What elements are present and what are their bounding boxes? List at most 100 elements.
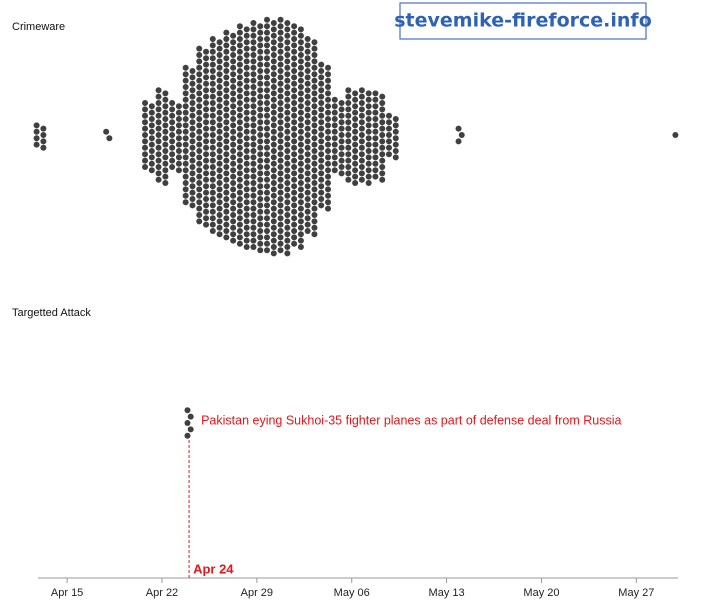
event-dot	[372, 90, 379, 97]
event-dot	[304, 68, 311, 74]
event-dot	[297, 160, 304, 167]
event-dot	[203, 93, 210, 100]
event-dot	[270, 167, 277, 174]
event-dot	[162, 96, 169, 103]
event-dot	[162, 103, 169, 110]
event-dot	[291, 144, 298, 151]
event-dot	[216, 231, 223, 238]
event-dot	[223, 144, 230, 151]
event-dot	[209, 189, 216, 196]
event-dot	[284, 64, 291, 71]
event-dot	[318, 151, 325, 158]
event-dot	[209, 202, 216, 209]
event-dot	[196, 160, 203, 167]
event-dot	[216, 116, 223, 122]
event-dot	[277, 138, 284, 145]
event-dot	[297, 205, 304, 212]
panel-label: Crimeware	[12, 21, 65, 33]
event-dot	[257, 55, 264, 62]
event-dot	[257, 80, 264, 87]
event-dot	[243, 77, 250, 84]
event-dot	[223, 80, 230, 87]
event-dot	[372, 173, 379, 180]
event-dot	[365, 116, 372, 122]
event-dot	[142, 125, 149, 132]
event-dot	[297, 231, 304, 238]
event-dot	[277, 157, 284, 164]
event-dot	[284, 250, 291, 257]
event-dot	[250, 205, 257, 212]
event-dot	[155, 164, 162, 170]
event-dot	[264, 170, 271, 177]
event-dot	[230, 122, 237, 129]
event-dot	[311, 84, 318, 90]
event-dot	[270, 199, 277, 206]
event-dot	[257, 234, 264, 241]
event-dot	[209, 170, 216, 177]
event-dot	[189, 87, 196, 94]
event-dot	[277, 55, 284, 62]
event-dot	[182, 154, 189, 161]
event-dot	[257, 23, 264, 30]
event-dot	[203, 164, 210, 170]
event-dot	[264, 125, 271, 132]
event-dot	[236, 170, 243, 177]
event-dot	[257, 196, 264, 202]
event-dot	[209, 196, 216, 202]
event-dot	[250, 109, 257, 116]
event-dot	[230, 77, 237, 84]
event-dot	[318, 68, 325, 74]
event-dot	[236, 189, 243, 196]
event-dot	[365, 148, 372, 154]
event-dot	[304, 36, 311, 42]
event-dot	[264, 36, 271, 42]
event-dot	[338, 144, 345, 151]
event-dot	[250, 128, 257, 135]
event-dot	[223, 125, 230, 132]
event-dot	[189, 125, 196, 132]
event-dot	[250, 199, 257, 206]
event-dot	[216, 192, 223, 199]
event-dot	[318, 80, 325, 87]
event-dot	[297, 45, 304, 52]
event-dot	[142, 119, 149, 126]
event-dot	[257, 138, 264, 145]
event-dot	[270, 250, 277, 257]
event-dot	[243, 148, 250, 154]
event-dot	[203, 221, 210, 228]
event-dot	[230, 154, 237, 161]
event-dot	[284, 186, 291, 193]
event-dot	[257, 36, 264, 42]
event-dot	[311, 167, 318, 174]
event-dot	[358, 119, 365, 126]
event-dot	[216, 141, 223, 148]
event-dot	[148, 116, 155, 122]
event-dot	[291, 80, 298, 87]
event-dot	[142, 112, 149, 119]
event-dot	[345, 144, 352, 151]
event-dot	[257, 119, 264, 126]
event-dot	[311, 45, 318, 52]
event-dot	[270, 96, 277, 103]
event-dot	[236, 36, 243, 42]
event-dot	[230, 173, 237, 180]
event-dot	[203, 202, 210, 209]
event-dot	[284, 199, 291, 206]
event-dot	[304, 228, 311, 234]
event-dot	[230, 64, 237, 71]
event-dot	[291, 112, 298, 119]
event-dot	[311, 122, 318, 129]
event-dot	[182, 148, 189, 154]
event-dot	[175, 109, 182, 116]
event-dot	[175, 148, 182, 154]
event-dot	[236, 157, 243, 164]
event-dot	[277, 61, 284, 68]
event-dot	[203, 132, 210, 138]
event-dot	[270, 52, 277, 58]
event-dot	[264, 100, 271, 106]
event-dot	[379, 112, 386, 119]
event-dot	[318, 170, 325, 177]
event-dot	[277, 151, 284, 158]
event-dot	[257, 151, 264, 158]
event-dot	[291, 48, 298, 55]
